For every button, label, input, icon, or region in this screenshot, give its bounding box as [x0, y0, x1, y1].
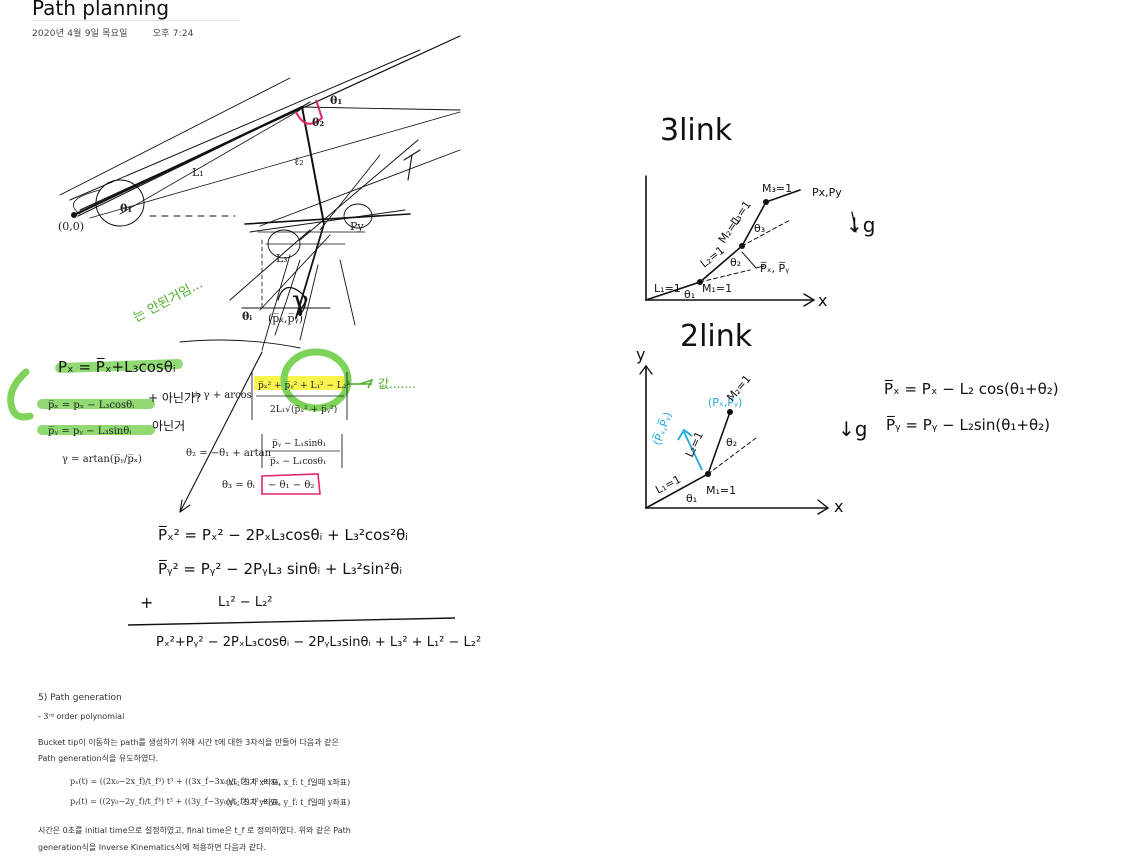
section-heading: 5) Path generation	[38, 693, 122, 703]
three-link-gravity: ↓g	[846, 213, 875, 237]
three-link-title: 3link	[660, 113, 733, 148]
two-link-l1: L₁=1	[653, 473, 683, 497]
derivation-line-1: P̅ₓ² = Pₓ² − 2PₓL₃cosθᵢ + L₃²cos²θᵢ	[158, 525, 408, 544]
not-note-1: + 아닌가?	[148, 391, 201, 405]
py-bar-eq: p̅ᵧ = pᵧ − L₃sinθᵢ	[48, 426, 131, 437]
theta1-label: θ₁	[120, 202, 132, 215]
section-eq-y-note: (y₀: 초기 y좌표, y_f: t_f일때 y좌표)	[226, 798, 351, 807]
section-paragraph-1: Bucket tip이 이동하는 path를 생성하기 위해 시간 t에 대한 …	[38, 738, 339, 747]
two-link-pxy: (Pₓ,Pᵧ)	[708, 396, 742, 409]
three-link-x-axis: x	[818, 291, 827, 310]
theta1-numerator: p̅ₓ² + p̅ᵧ² + L₁² − L₂²	[258, 381, 351, 391]
three-link-theta3: θ₃	[754, 222, 765, 235]
two-link-eq-2: P̅ᵧ = Pᵧ − L₂sin(θ₁+θ₂)	[886, 415, 1050, 434]
thetai-bottom-label: θᵢ	[242, 310, 252, 323]
derivation-line-3: L₁² − L₂²	[218, 595, 273, 610]
two-link-m1: M₁=1	[706, 484, 736, 497]
equations: Pₓ = P̅ₓ+L₃cosθᵢ 는 안된거임... p̅ₓ = pₓ − L₃…	[48, 276, 481, 650]
not-note-2: 아닌거	[152, 419, 185, 433]
derivation-plus: +	[140, 593, 153, 612]
l1-label: L₁	[192, 166, 204, 179]
two-link-x-axis: x	[834, 497, 843, 516]
gamma-eq: γ = artan(p̅ᵧ/p̅ₓ)	[62, 454, 142, 465]
title-divider	[32, 20, 240, 21]
derivation-sum: Pₓ²+Pᵧ² − 2PₓL₃cosθᵢ − 2PᵧL₃sinθᵢ + L₃² …	[156, 635, 481, 650]
three-link-theta2: θ₂	[730, 256, 741, 269]
three-link-pbar: P̅ₓ, P̅ᵧ	[760, 262, 789, 275]
theta1-eq: ≐ γ + arcos	[192, 390, 252, 401]
three-link-m2: M₂=1	[716, 214, 744, 246]
handwritten-px-eq: Pₓ = P̅ₓ+L₃cosθᵢ	[58, 357, 176, 376]
theta2-numerator: p̅ᵧ − L₁sinθ₁	[272, 439, 326, 449]
theta2-eq: θ₂ = −θ₁ + artan	[186, 448, 272, 459]
three-link-m1: M₁=1	[702, 282, 732, 295]
theta2-denominator: p̅ₓ − L₁cosθ₁	[270, 457, 327, 467]
origin-label: (0,0)	[58, 220, 84, 233]
three-link-l1: L₁=1	[654, 282, 681, 295]
page-title: Path planning	[32, 0, 170, 20]
l3-label: L₃	[276, 252, 288, 265]
two-link-diagram: 2link y (Pₓ,Pᵧ) M₂=1 (P̅ₓ,P̅ᵧ) L₂=1 θ₂ L…	[636, 319, 1059, 516]
green-note: 는 안된거임...	[131, 276, 205, 325]
time-text: 오후 7:24	[152, 29, 194, 39]
three-link-diagram: 3link Px,Py M₃=1 L₃=1 M₂=1 θ₃ L₂=1 θ₂ P̅…	[645, 113, 875, 310]
theta2-label: θ₂	[312, 116, 324, 129]
l2-label: ℓ₂	[294, 155, 304, 168]
px-bar-eq: p̅ₓ = pₓ − L₃cosθᵢ	[48, 400, 134, 411]
section-bullet: - 3ʳᵈ order polynomial	[38, 712, 125, 721]
date-text: 2020년 4월 9일 목요일	[32, 29, 128, 39]
arrow-value-note: 값.......	[378, 377, 416, 391]
two-link-theta1: θ₁	[686, 492, 697, 505]
two-link-theta2: θ₂	[726, 436, 737, 449]
theta2-pink-mark	[295, 99, 324, 125]
theta3-eq: θ₃ = θᵢ	[222, 480, 255, 491]
theta1-denominator: 2L₁√(p̅ₓ² + p̅ᵧ²)	[270, 404, 337, 415]
two-link-eq-1: P̅ₓ = Pₓ − L₂ cos(θ₁+θ₂)	[884, 379, 1059, 398]
two-link-y-axis: y	[636, 345, 645, 364]
gamma-label: γ	[292, 284, 309, 317]
section-paragraph-3: 시간은 0초를 initial time으로 설정하였고, final time…	[38, 826, 351, 835]
three-link-p-label: Px,Py	[812, 186, 842, 199]
two-link-pbar: (P̅ₓ,P̅ᵧ)	[651, 410, 675, 447]
three-link-l2: L₂=1	[698, 244, 727, 271]
section-eq-y: pᵧ(t) = ((2y₀−2y_f)/t_f³) t³ + ((3y_f−3y…	[70, 797, 281, 806]
theta3-box: − θ₁ − θ₂	[268, 480, 314, 491]
theta1-top-label: θ₁	[330, 94, 342, 107]
two-link-l2: L₂=1	[683, 430, 706, 460]
highlights	[7, 348, 374, 435]
section-paragraph-4: generation식을 Inverse Kinematics식에 적용하면 다…	[38, 843, 266, 852]
section-paragraph-2: Path generation식을 유도하였다.	[38, 754, 159, 763]
section-eq-x: pₓ(t) = ((2x₀−2x_f)/t_f³) t³ + ((3x_f−3x…	[70, 777, 281, 786]
px-py-label: (p̅ₓ,p̅ᵧ)	[268, 312, 303, 325]
three-link-theta1: θ₁	[684, 288, 695, 301]
py-label: Py	[350, 220, 364, 233]
page-date: 2020년 4월 9일 목요일 오후 7:24	[32, 26, 194, 39]
arm-figure	[59, 35, 461, 513]
two-link-gravity: ↓g	[838, 417, 867, 441]
derivation-line-2: P̅ᵧ² = Pᵧ² − 2PᵧL₃ sinθᵢ + L₃²sin²θᵢ	[158, 559, 402, 578]
origin-dot	[71, 212, 77, 218]
three-link-m3: M₃=1	[762, 182, 792, 195]
section-eq-x-note: (x₀: 초기 x좌표, x_f: t_f일때 x좌표)	[226, 778, 351, 787]
two-link-title: 2link	[680, 319, 753, 354]
